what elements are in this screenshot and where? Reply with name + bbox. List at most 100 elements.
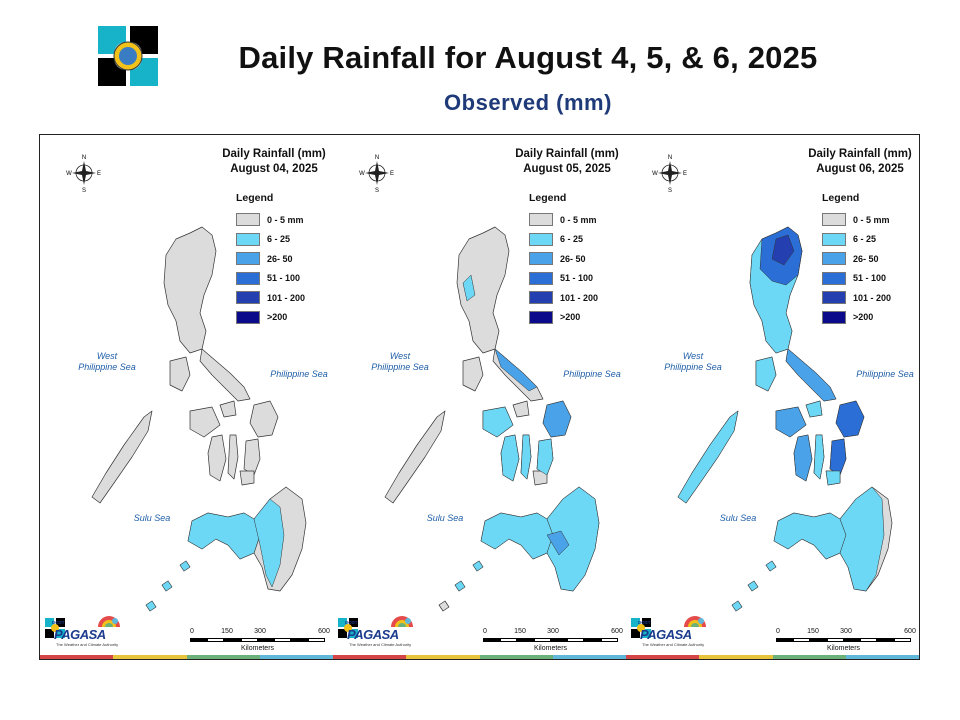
compass-rose-icon: N S E W xyxy=(652,155,687,194)
panel-heading: Daily Rainfall (mm) xyxy=(222,148,326,160)
philippines-map: N S E W xyxy=(652,155,893,612)
legend-swatch xyxy=(529,252,553,266)
scale-tick: 0 xyxy=(190,628,194,635)
samar xyxy=(249,400,279,438)
scale-tick: 600 xyxy=(904,628,916,635)
legend-item: 6 - 25 xyxy=(822,230,891,250)
label-philippine-sea: Philippine Sea xyxy=(563,369,621,379)
panel-date: August 05, 2025 xyxy=(523,163,611,175)
strip-segment xyxy=(552,655,626,659)
compass-w: W xyxy=(652,171,658,177)
scale-bar: 0 150 300 600 Kilometers xyxy=(776,628,916,654)
legend-item: 0 - 5 mm xyxy=(822,210,891,230)
scale-tick: 300 xyxy=(547,628,559,635)
rain-region xyxy=(775,406,807,438)
panel-title: Daily Rainfall (mm) August 05, 2025 xyxy=(513,147,621,177)
brand-tagline: The Weather and Climate Authority xyxy=(349,642,412,647)
legend-swatch xyxy=(822,252,846,266)
legend-swatch xyxy=(822,310,846,324)
label-philippine-sea: Philippine Sea xyxy=(270,369,328,379)
legend: Legend 0 - 5 mm 6 - 25 26- 50 51 - 100 101 -… xyxy=(236,192,305,327)
pagasa-logo: DOST PAGASA The Weather and Climate Auth… xyxy=(337,613,417,649)
rain-region xyxy=(494,348,538,392)
compass-e: E xyxy=(390,171,394,177)
legend-label: 26- 50 xyxy=(267,253,293,264)
scale-tick: 150 xyxy=(514,628,526,635)
label-west-philippine-sea: West Philippine Sea xyxy=(664,351,722,372)
strip-segment xyxy=(406,655,480,659)
leyte xyxy=(243,438,261,476)
brand-name: PAGASA xyxy=(347,627,399,642)
label-sulu-sea: Sulu Sea xyxy=(719,513,757,523)
panay xyxy=(189,406,221,438)
legend-swatch xyxy=(529,310,553,324)
panel-heading: Daily Rainfall (mm) xyxy=(515,148,619,160)
legend-title: Legend xyxy=(236,192,274,204)
rainfall-overlay xyxy=(454,274,600,592)
rain-region xyxy=(731,560,777,612)
compass-n: N xyxy=(668,155,672,161)
legend-label: 0 - 5 mm xyxy=(560,214,597,225)
brand-tagline: The Weather and Climate Authority xyxy=(642,642,705,647)
legend-swatch xyxy=(822,232,846,246)
legend-label: 101 - 200 xyxy=(267,292,306,303)
label-west-philippine-sea: West Philippine Sea xyxy=(78,351,136,372)
scale-unit: Kilometers xyxy=(826,645,861,652)
legend-item: 51 - 100 xyxy=(822,269,891,289)
rain-region xyxy=(482,406,514,438)
compass-w: W xyxy=(66,171,72,177)
page-title: Daily Rainfall for August 4, 5, & 6, 202… xyxy=(238,40,818,75)
legend-item: 0 - 5 mm xyxy=(529,210,598,230)
strip-segment xyxy=(40,655,114,659)
compass-n: N xyxy=(375,155,379,161)
rain-region xyxy=(542,400,572,438)
masbate xyxy=(512,400,530,418)
rain-region xyxy=(771,234,795,266)
strip-segment xyxy=(772,655,846,659)
rain-region xyxy=(785,348,837,402)
legend-item: 101 - 200 xyxy=(236,288,305,308)
rainfall-overlay xyxy=(145,498,285,612)
strip-segment xyxy=(259,655,333,659)
compass-w: W xyxy=(359,171,365,177)
pagasa-logo: DOST PAGASA The Weather and Climate Auth… xyxy=(630,613,710,649)
legend-swatch xyxy=(822,271,846,285)
scale-tick: 600 xyxy=(611,628,623,635)
rain-region xyxy=(825,470,841,486)
legend-label: 26- 50 xyxy=(853,253,879,264)
rain-region xyxy=(187,512,261,560)
map-panel-august-04: N S E W xyxy=(40,135,333,659)
strip-segment xyxy=(479,655,553,659)
footer-color-strip xyxy=(626,655,919,659)
strip-segment xyxy=(186,655,260,659)
rain-region xyxy=(145,560,191,612)
legend-label: 6 - 25 xyxy=(267,234,291,245)
scale-tick: 600 xyxy=(318,628,330,635)
label-west-philippine-sea: West Philippine Sea xyxy=(371,351,429,372)
legend-item: 0 - 5 mm xyxy=(236,210,305,230)
legend-swatch xyxy=(236,213,260,227)
scale-unit: Kilometers xyxy=(533,645,568,652)
legend-swatch xyxy=(529,213,553,227)
legend-label: 26- 50 xyxy=(560,253,586,264)
legend-swatch xyxy=(529,232,553,246)
pagasa-emblem-icon xyxy=(45,618,65,638)
legend-item: 51 - 100 xyxy=(529,269,598,289)
strip-segment xyxy=(626,655,700,659)
legend-label: >200 xyxy=(853,312,874,323)
legend-item: 26- 50 xyxy=(529,249,598,269)
cebu xyxy=(227,434,239,480)
legend-item: 101 - 200 xyxy=(529,288,598,308)
legend-label: 101 - 200 xyxy=(853,292,892,303)
legend-swatch xyxy=(236,310,260,324)
rainfall-overlay xyxy=(677,226,885,612)
rain-region xyxy=(793,434,813,482)
scale-tick: 300 xyxy=(840,628,852,635)
compass-rose-icon: N S E W xyxy=(359,155,394,194)
legend: Legend 0 - 5 mm 6 - 25 26- 50 51 - 100 101 -… xyxy=(822,192,891,327)
mindoro xyxy=(169,356,191,392)
compass-e: E xyxy=(683,171,687,177)
rain-region xyxy=(755,356,777,392)
legend-label: 6 - 25 xyxy=(853,234,877,245)
strip-segment xyxy=(845,655,919,659)
